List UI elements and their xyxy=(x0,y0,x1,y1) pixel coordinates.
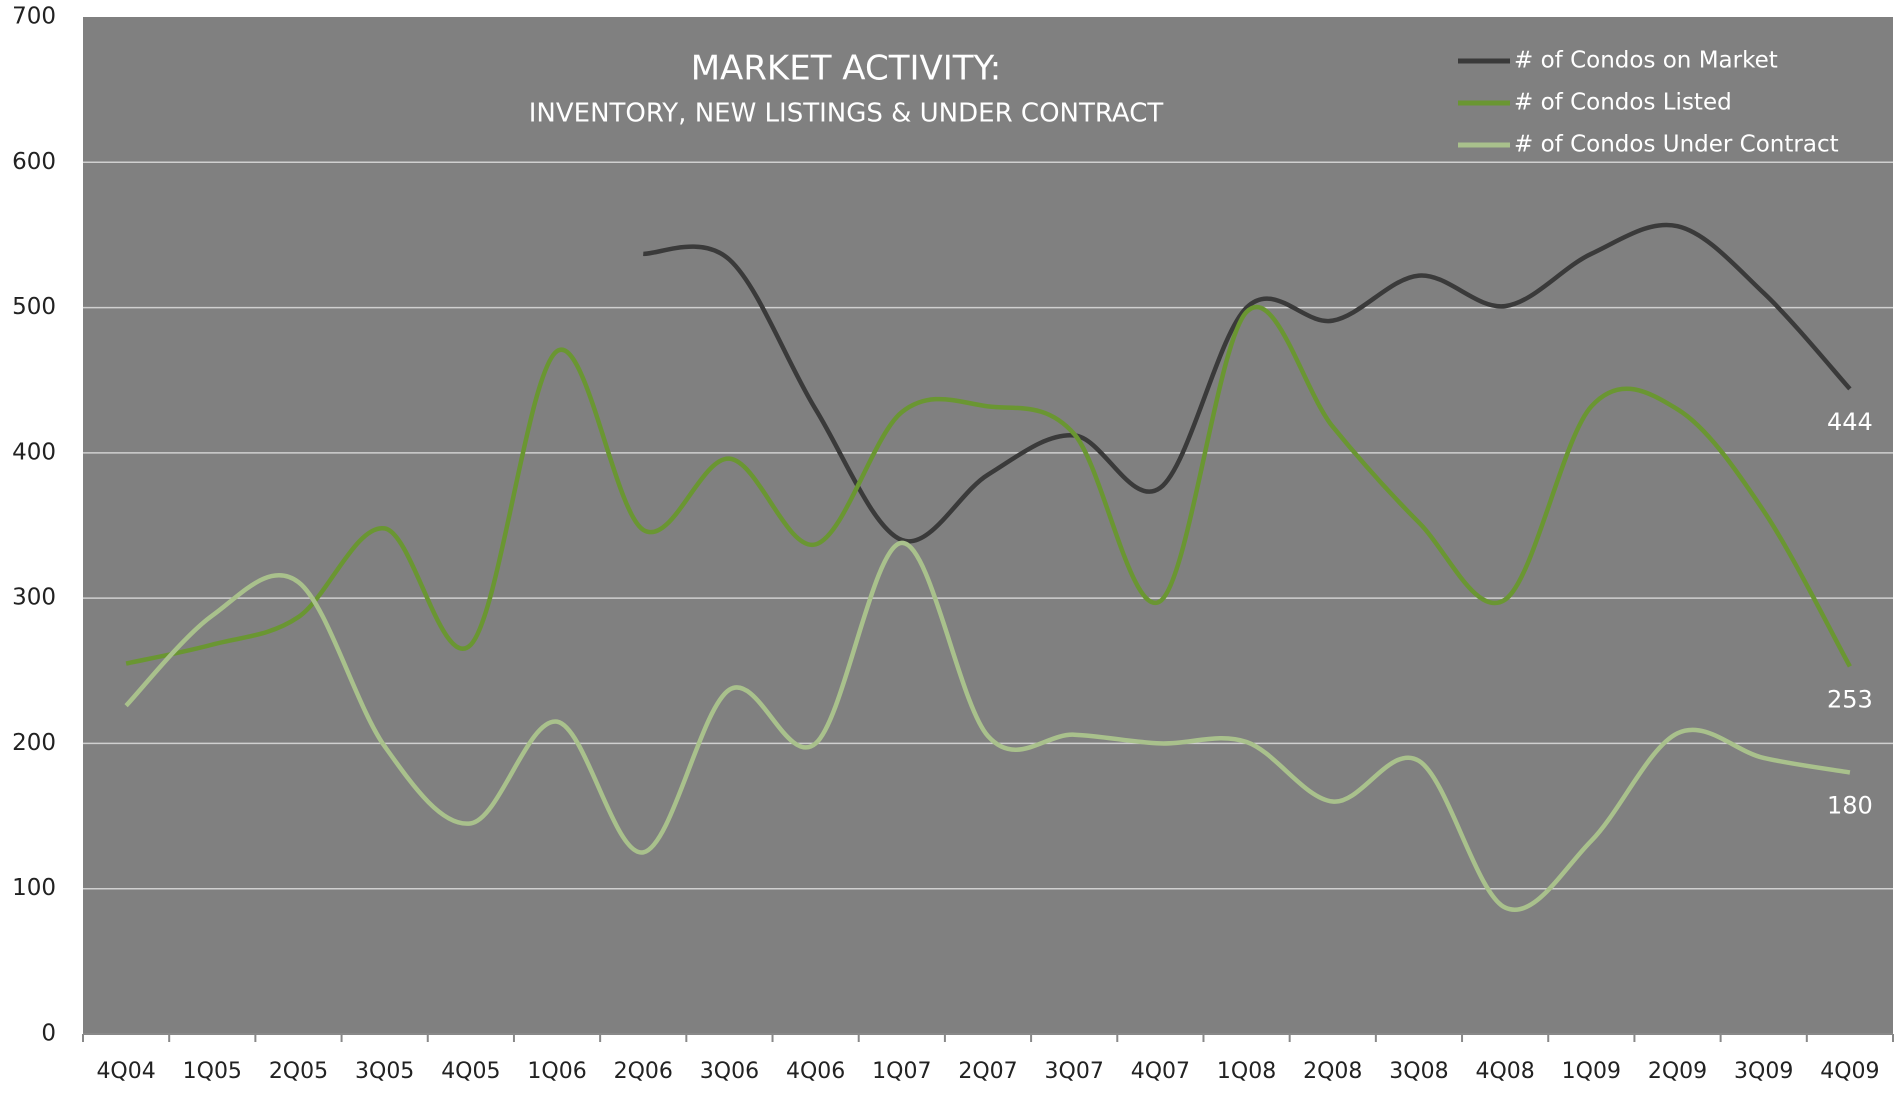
y-tick-label: 500 xyxy=(12,294,56,320)
y-tick-label: 700 xyxy=(12,4,56,30)
x-tick-label: 1Q08 xyxy=(1217,1059,1276,1084)
legend-label: # of Condos Listed xyxy=(1514,90,1732,116)
y-tick-label: 400 xyxy=(12,439,56,465)
x-tick-label: 4Q04 xyxy=(96,1059,155,1084)
x-tick-label: 2Q07 xyxy=(958,1059,1017,1084)
y-tick-label: 0 xyxy=(41,1021,56,1047)
value-label: 180 xyxy=(1827,791,1873,819)
x-tick-label: 2Q05 xyxy=(269,1059,328,1084)
chart-title: MARKET ACTIVITY: xyxy=(691,49,1002,89)
x-tick-label: 4Q09 xyxy=(1820,1059,1879,1084)
x-tick-label: 3Q05 xyxy=(355,1059,414,1084)
chart-subtitle: INVENTORY, NEW LISTINGS & UNDER CONTRACT xyxy=(529,99,1164,129)
x-tick-label: 4Q08 xyxy=(1475,1059,1534,1084)
y-tick-label: 100 xyxy=(12,875,56,901)
x-tick-label: 3Q08 xyxy=(1389,1059,1448,1084)
y-tick-label: 300 xyxy=(12,585,56,611)
x-tick-label: 3Q07 xyxy=(1045,1059,1104,1084)
x-tick-label: 1Q05 xyxy=(183,1059,242,1084)
x-tick-label: 1Q09 xyxy=(1562,1059,1621,1084)
legend-label: # of Condos Under Contract xyxy=(1514,132,1839,158)
x-tick-label: 3Q06 xyxy=(700,1059,759,1084)
value-label: 253 xyxy=(1827,685,1873,713)
x-tick-label: 1Q07 xyxy=(872,1059,931,1084)
series-line xyxy=(125,304,1852,668)
plot-area xyxy=(83,17,1893,1034)
x-tick-label: 3Q09 xyxy=(1734,1059,1793,1084)
x-tick-label: 2Q08 xyxy=(1303,1059,1362,1084)
series-line xyxy=(643,222,1852,544)
legend-label: # of Condos on Market xyxy=(1514,48,1778,74)
value-label: 444 xyxy=(1827,408,1873,436)
y-tick-label: 200 xyxy=(12,730,56,756)
series-line xyxy=(124,540,1851,912)
x-tick-label: 4Q07 xyxy=(1131,1059,1190,1084)
y-tick-label: 600 xyxy=(12,149,56,175)
x-tick-label: 2Q06 xyxy=(614,1059,673,1084)
x-tick-label: 4Q06 xyxy=(786,1059,845,1084)
x-tick-label: 4Q05 xyxy=(441,1059,500,1084)
x-tick-label: 2Q09 xyxy=(1648,1059,1707,1084)
x-tick-label: 1Q06 xyxy=(527,1059,586,1084)
